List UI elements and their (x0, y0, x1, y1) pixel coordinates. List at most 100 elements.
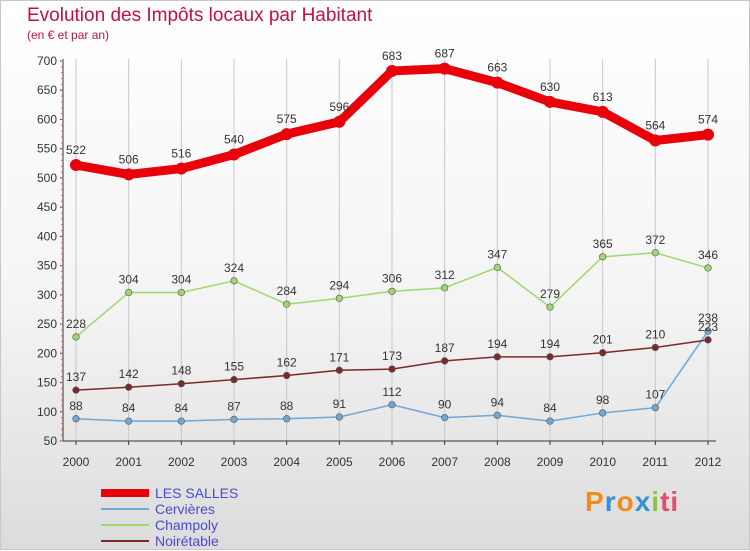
y-tick-label: 250 (37, 317, 57, 331)
data-point (649, 134, 662, 147)
legend-label: LES SALLES (155, 485, 239, 501)
data-label: 574 (698, 113, 718, 127)
y-ticks: 50 100 150 200 250 300 350 400 450 500 550 600 650 70… (37, 54, 63, 448)
data-label: 187 (435, 341, 455, 355)
data-point (388, 287, 396, 295)
data-label: 201 (593, 333, 613, 347)
data-label: 142 (119, 367, 139, 381)
legend-label: Noirétable (155, 533, 219, 549)
data-label: 228 (66, 317, 86, 331)
data-label: 107 (645, 388, 665, 402)
y-tick-label: 50 (44, 434, 58, 448)
legend-item: LES SALLES (101, 485, 238, 501)
data-point (283, 300, 291, 308)
data-label: 173 (382, 349, 402, 363)
data-label: 683 (382, 49, 402, 63)
data-label: 194 (487, 337, 507, 351)
data-point (493, 411, 501, 419)
data-point (230, 376, 238, 384)
data-label: 162 (277, 356, 297, 370)
data-label: 324 (224, 261, 244, 275)
data-label: 87 (227, 399, 241, 413)
data-point (704, 327, 712, 335)
x-tick-label: 2010 (589, 455, 616, 469)
data-label: 506 (119, 152, 139, 166)
x-tick-label: 2001 (115, 455, 142, 469)
data-label: 223 (698, 320, 718, 334)
data-label: 540 (224, 133, 244, 147)
data-label: 294 (329, 278, 349, 292)
data-point (651, 343, 659, 352)
data-point (122, 168, 135, 181)
data-label: 312 (435, 268, 455, 282)
data-label: 148 (171, 364, 191, 378)
data-label: 596 (329, 100, 349, 114)
x-tick-label: 2011 (642, 455, 668, 469)
data-label: 663 (487, 61, 507, 75)
data-point (386, 64, 398, 77)
data-label: 687 (435, 47, 455, 61)
data-label: 88 (69, 399, 83, 413)
y-tick-label: 400 (37, 229, 57, 243)
data-point (544, 95, 556, 108)
data-label: 155 (224, 360, 244, 374)
data-label: 137 (66, 370, 86, 384)
data-point (230, 415, 238, 423)
axes (62, 59, 716, 442)
data-point (335, 413, 343, 421)
data-point (388, 365, 396, 373)
legend-item: Champoly (101, 517, 238, 533)
data-label: 238 (698, 311, 718, 325)
legend-item: Cervières (101, 501, 238, 517)
data-label: 94 (491, 395, 505, 409)
series-group (70, 62, 714, 425)
data-label: 91 (333, 397, 347, 411)
data-label: 88 (280, 399, 294, 413)
data-label: 347 (487, 247, 507, 261)
data-label: 84 (122, 401, 136, 415)
data-label: 613 (593, 90, 613, 104)
data-point (335, 294, 343, 302)
data-label: 365 (593, 237, 613, 251)
y-tick-label: 550 (37, 142, 57, 156)
data-label: 346 (698, 248, 718, 262)
chart-subtitle: (en € et par an) (27, 28, 110, 42)
data-point (228, 148, 240, 161)
x-tick-label: 2006 (379, 455, 406, 469)
chart-title: Evolution des Impôts locaux par Habitant (27, 5, 373, 26)
data-point (596, 105, 609, 118)
x-tick-label: 2003 (221, 455, 248, 469)
data-point (388, 401, 396, 409)
data-label: 304 (119, 273, 139, 287)
data-label: 279 (540, 287, 560, 301)
data-point (72, 333, 80, 341)
legend-label: Cervières (155, 501, 215, 517)
x-tick-label: 2012 (695, 455, 722, 469)
y-tick-label: 300 (37, 288, 57, 302)
legend-swatch (101, 489, 149, 497)
data-label: 112 (382, 385, 401, 399)
data-point (177, 417, 185, 425)
data-label: 84 (543, 401, 557, 415)
data-label: 372 (645, 233, 665, 247)
data-label: 194 (540, 337, 560, 351)
data-point (441, 357, 449, 365)
data-label: 90 (438, 398, 452, 412)
data-labels: 88 84 84 87 88 91 112 90 94 84 98 107 238 228 304 304 32… (66, 47, 718, 416)
y-tick-label: 500 (37, 171, 57, 185)
y-tick-label: 650 (37, 83, 57, 97)
x-tick-label: 2000 (63, 455, 90, 469)
data-point (125, 288, 133, 297)
legend-swatch (101, 508, 149, 510)
x-tick-label: 2008 (484, 455, 511, 469)
x-tick-label: 2005 (326, 455, 353, 469)
y-tick-label: 450 (37, 200, 57, 214)
data-point (651, 249, 659, 257)
legend-swatch (101, 540, 149, 542)
data-point (704, 264, 712, 272)
y-tick-label: 100 (37, 405, 57, 419)
data-point (493, 353, 501, 361)
data-point (546, 417, 554, 425)
data-label: 630 (540, 80, 560, 94)
